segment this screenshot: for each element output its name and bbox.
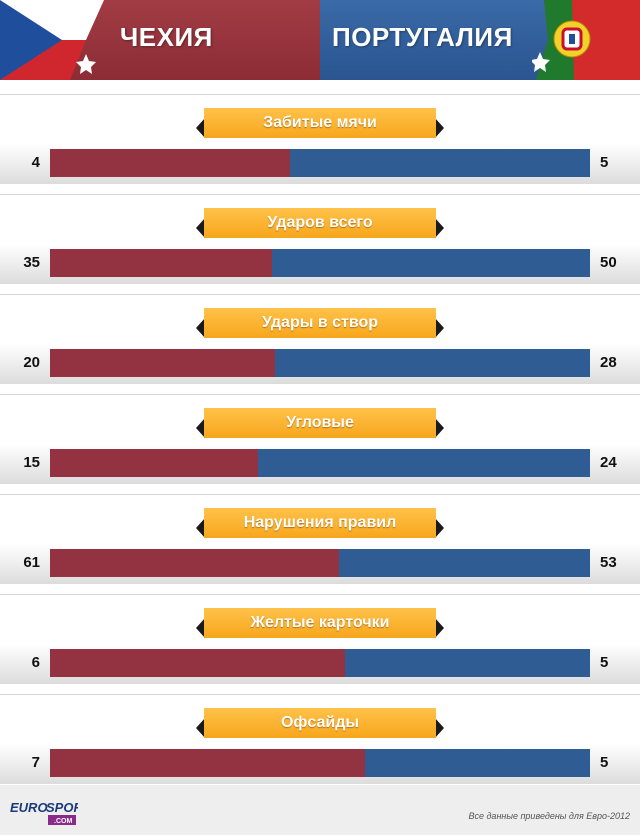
stat-value-right: 28 bbox=[600, 354, 617, 371]
stat-value-left: 61 bbox=[23, 554, 40, 571]
stat-row: Офсайды 7 5 bbox=[0, 688, 640, 788]
ribbon-tail-left bbox=[196, 518, 205, 538]
stat-bar-left-segment bbox=[50, 349, 275, 377]
stat-value-left: 6 bbox=[31, 654, 40, 671]
stat-bar bbox=[50, 249, 590, 277]
stat-value-left: 4 bbox=[31, 154, 40, 171]
stat-bar-left-segment bbox=[50, 449, 258, 477]
stat-value-left: 20 bbox=[23, 354, 40, 371]
stat-row: Угловые 15 24 bbox=[0, 388, 640, 488]
stat-bar bbox=[50, 349, 590, 377]
footer: EURO SPORT .COM Все данные приведены для… bbox=[0, 785, 640, 835]
stat-label: Забитые мячи bbox=[204, 108, 436, 138]
svg-text:.COM: .COM bbox=[54, 818, 72, 825]
stat-bar-left-segment bbox=[50, 649, 345, 677]
stat-label-ribbon: Забитые мячи bbox=[196, 108, 444, 140]
stat-bar-left-segment bbox=[50, 549, 339, 577]
stat-label: Угловые bbox=[204, 408, 436, 438]
stat-label-ribbon: Офсайды bbox=[196, 708, 444, 740]
stat-label-ribbon: Нарушения правил bbox=[196, 508, 444, 540]
stat-label: Удары в створ bbox=[204, 308, 436, 338]
svg-text:SPORT: SPORT bbox=[46, 800, 78, 815]
stat-value-left: 7 bbox=[31, 754, 40, 771]
team-left-name: ЧЕХИЯ bbox=[120, 22, 213, 52]
stat-bar bbox=[50, 749, 590, 777]
portugal-flag-icon bbox=[532, 0, 640, 80]
ribbon-tail-right bbox=[435, 718, 444, 738]
stat-label: Нарушения правил bbox=[204, 508, 436, 538]
stat-label: Ударов всего bbox=[204, 208, 436, 238]
stat-value-right: 53 bbox=[600, 554, 617, 571]
stat-value-right: 5 bbox=[600, 154, 609, 171]
eurosport-logo: EURO SPORT .COM bbox=[10, 800, 78, 825]
stat-bar-left-segment bbox=[50, 749, 365, 777]
ribbon-tail-right bbox=[435, 218, 444, 238]
ribbon-tail-right bbox=[435, 418, 444, 438]
stat-label-ribbon: Ударов всего bbox=[196, 208, 444, 240]
stat-value-right: 24 bbox=[600, 454, 617, 471]
stat-value-left: 35 bbox=[23, 254, 40, 271]
stat-bar bbox=[50, 649, 590, 677]
ribbon-tail-left bbox=[196, 618, 205, 638]
stat-bar-left-segment bbox=[50, 149, 290, 177]
stat-value-left: 15 bbox=[23, 454, 40, 471]
stat-row: Ударов всего 35 50 bbox=[0, 188, 640, 288]
stat-bar bbox=[50, 449, 590, 477]
header: ЧЕХИЯ ПОРТУГАЛИЯ bbox=[0, 0, 640, 80]
czech-flag-icon bbox=[0, 0, 104, 80]
ribbon-tail-left bbox=[196, 218, 205, 238]
ribbon-tail-right bbox=[435, 118, 444, 138]
stat-bar bbox=[50, 149, 590, 177]
team-right-name: ПОРТУГАЛИЯ bbox=[332, 22, 513, 52]
stat-label: Офсайды bbox=[204, 708, 436, 738]
stat-label-ribbon: Желтые карточки bbox=[196, 608, 444, 640]
stat-value-right: 5 bbox=[600, 654, 609, 671]
ribbon-tail-right bbox=[435, 318, 444, 338]
ribbon-tail-right bbox=[435, 518, 444, 538]
svg-text:EURO: EURO bbox=[10, 800, 48, 815]
stat-bar-left-segment bbox=[50, 249, 272, 277]
ribbon-tail-left bbox=[196, 418, 205, 438]
stat-bar bbox=[50, 549, 590, 577]
stat-row: Нарушения правил 61 53 bbox=[0, 488, 640, 588]
stat-label-ribbon: Удары в створ bbox=[196, 308, 444, 340]
stat-label: Желтые карточки bbox=[204, 608, 436, 638]
stat-row: Забитые мячи 4 5 bbox=[0, 88, 640, 188]
stat-row: Удары в створ 20 28 bbox=[0, 288, 640, 388]
stat-label-ribbon: Угловые bbox=[196, 408, 444, 440]
stat-value-right: 5 bbox=[600, 754, 609, 771]
stat-row: Желтые карточки 6 5 bbox=[0, 588, 640, 688]
ribbon-tail-left bbox=[196, 718, 205, 738]
ribbon-tail-left bbox=[196, 318, 205, 338]
stat-value-right: 50 bbox=[600, 254, 617, 271]
footer-note: Все данные приведены для Евро-2012 bbox=[468, 811, 630, 821]
ribbon-tail-left bbox=[196, 118, 205, 138]
ribbon-tail-right bbox=[435, 618, 444, 638]
